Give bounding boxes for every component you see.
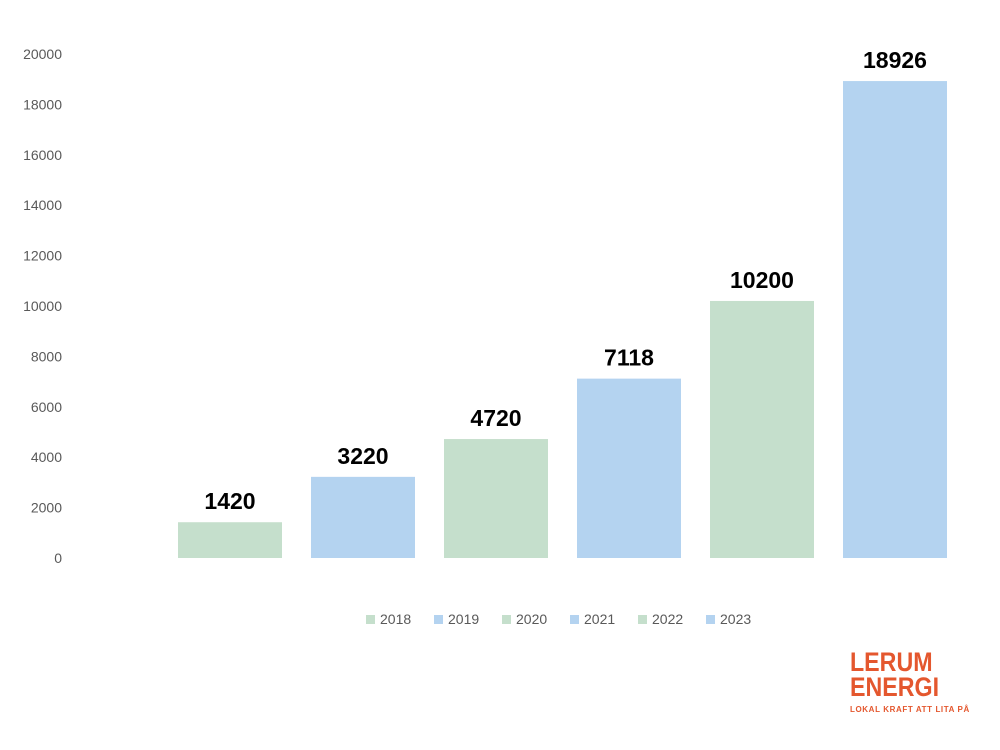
logo-line-1: LERUM — [850, 647, 933, 677]
data-label-2020: 4720 — [470, 405, 521, 431]
y-tick-label: 2000 — [31, 500, 62, 516]
y-tick-label: 20000 — [23, 46, 62, 62]
logo-line-2: ENERGI — [850, 672, 940, 702]
bar-2023 — [843, 81, 947, 559]
y-tick-label: 12000 — [23, 248, 62, 264]
bar-2022 — [710, 300, 814, 558]
y-axis-ticks: 0 2000 4000 6000 8000 10000 12000 14000 16000 180… — [23, 46, 62, 566]
data-label-2019: 3220 — [337, 443, 388, 469]
bar-2021 — [577, 378, 681, 558]
legend-swatch-2022 — [638, 615, 647, 624]
y-tick-label: 0 — [54, 550, 62, 566]
legend-label-2021: 2021 — [584, 611, 615, 627]
y-tick-label: 18000 — [23, 96, 62, 112]
data-label-2021: 7118 — [604, 345, 654, 371]
y-tick-label: 4000 — [31, 449, 62, 465]
y-tick-label: 16000 — [23, 147, 62, 163]
legend-swatch-2023 — [706, 615, 715, 624]
data-labels: 1420 3220 4720 7118 10200 18926 — [204, 47, 927, 514]
legend: 2018 2019 2020 2021 2022 2023 — [366, 611, 751, 627]
bars — [178, 81, 947, 559]
y-tick-label: 10000 — [23, 298, 62, 314]
legend-swatch-2018 — [366, 615, 375, 624]
data-label-2022: 10200 — [730, 267, 794, 293]
lerum-energi-logo: LERUM ENERGI LOKAL KRAFT ATT LITA PÅ — [850, 647, 970, 730]
y-tick-label: 14000 — [23, 197, 62, 213]
legend-label-2020: 2020 — [516, 611, 547, 627]
data-label-2018: 1420 — [204, 488, 255, 514]
y-tick-label: 6000 — [31, 399, 62, 415]
y-tick-label: 8000 — [31, 348, 62, 364]
legend-swatch-2020 — [502, 615, 511, 624]
legend-label-2023: 2023 — [720, 611, 751, 627]
legend-label-2018: 2018 — [380, 611, 411, 627]
legend-swatch-2021 — [570, 615, 579, 624]
legend-label-2022: 2022 — [652, 611, 683, 627]
bar-2020 — [444, 439, 548, 558]
data-label-2023: 18926 — [863, 47, 927, 73]
legend-swatch-2019 — [434, 615, 443, 624]
bar-2018 — [178, 522, 282, 558]
legend-label-2019: 2019 — [448, 611, 479, 627]
logo-tagline: LOKAL KRAFT ATT LITA PÅ — [850, 705, 970, 714]
bar-2019 — [311, 476, 415, 558]
